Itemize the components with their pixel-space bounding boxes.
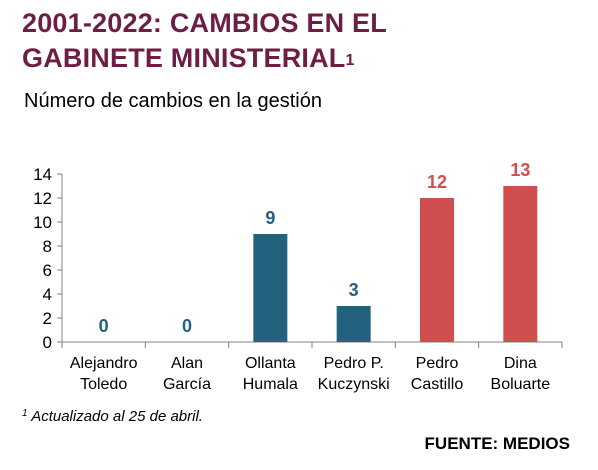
category-label: Toledo — [80, 376, 127, 393]
category-label: Humala — [243, 376, 298, 393]
source-label: FUENTE: MEDIOS — [424, 434, 570, 453]
chart-title: 2001-2022: CAMBIOS EN EL GABINETE MINIST… — [22, 6, 582, 76]
title-line-1: 2001-2022: CAMBIOS EN EL — [22, 8, 387, 38]
category-label: Alan — [171, 355, 203, 372]
data-label: 3 — [349, 280, 359, 300]
data-label: 13 — [510, 160, 530, 180]
y-tick-label: 8 — [43, 237, 52, 256]
category-label: Pedro — [416, 355, 459, 372]
title-superscript: 1 — [345, 52, 355, 69]
y-tick-label: 12 — [33, 189, 52, 208]
y-tick-label: 0 — [43, 333, 52, 352]
footnote: 1 Actualizado al 25 de abril. — [22, 408, 203, 425]
footnote-text: Actualizado al 25 de abril. — [31, 408, 203, 425]
bar — [253, 234, 288, 342]
title-line-2: GABINETE MINISTERIAL1 — [22, 41, 582, 76]
category-label: Pedro P. — [324, 355, 384, 372]
category-label: Alejandro — [70, 355, 138, 372]
category-label: Castillo — [411, 376, 464, 393]
y-tick-label: 4 — [43, 285, 52, 304]
y-tick-label: 10 — [33, 213, 52, 232]
bar — [503, 186, 538, 342]
title-line-2-text: GABINETE MINISTERIAL — [22, 43, 346, 73]
y-tick-label: 2 — [43, 309, 52, 328]
data-label: 12 — [427, 172, 447, 192]
category-label: García — [163, 376, 211, 393]
y-tick-label: 14 — [33, 165, 52, 184]
footnote-marker: 1 — [22, 408, 28, 419]
y-tick-label: 6 — [43, 261, 52, 280]
category-label: Dina — [504, 355, 537, 372]
data-label: 9 — [265, 208, 275, 228]
bar-chart: 0 2 4 6 8 10 12 14 0 Alejandro Toledo 0 Alan García 9 O… — [33, 160, 563, 393]
chart-subtitle: Número de cambios en la gestión — [24, 90, 322, 112]
data-label: 0 — [99, 316, 109, 336]
bar — [336, 306, 371, 342]
category-label: Boluarte — [491, 376, 551, 393]
bar — [420, 198, 454, 342]
category-label: Kuczynski — [318, 376, 390, 393]
data-label: 0 — [182, 316, 192, 336]
category-label: Ollanta — [245, 355, 296, 372]
